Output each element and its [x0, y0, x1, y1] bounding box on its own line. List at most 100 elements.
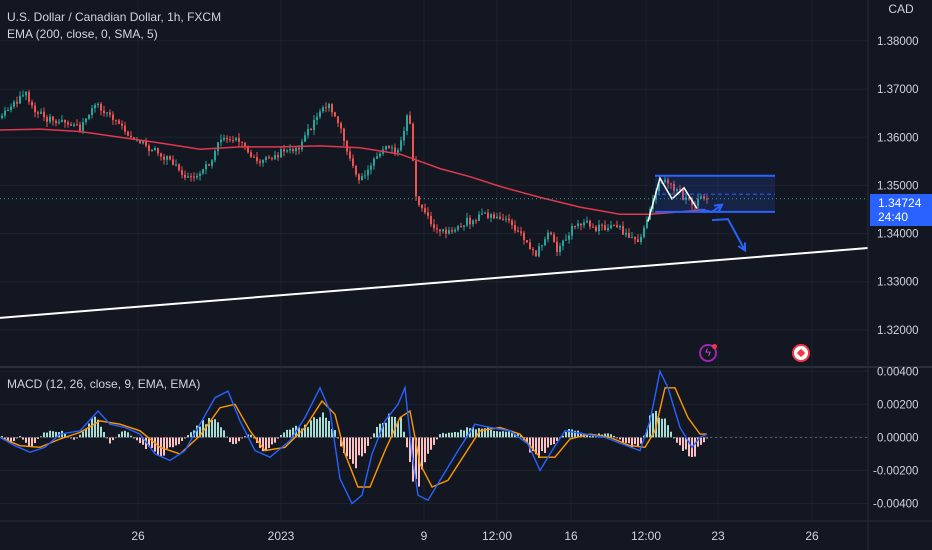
- histogram-bar: [265, 437, 267, 451]
- histogram-bar: [346, 437, 348, 457]
- histogram-bar: [442, 432, 444, 438]
- histogram-bar: [574, 430, 576, 438]
- candle-body: [73, 124, 75, 126]
- candle-body: [118, 120, 120, 124]
- histogram-bar: [205, 424, 207, 438]
- candle-body: [22, 95, 24, 97]
- histogram-bar: [235, 437, 237, 444]
- bar-countdown: 24:40: [878, 209, 909, 224]
- candle-body: [529, 242, 531, 250]
- candle-body: [88, 114, 90, 119]
- candle-body: [703, 196, 705, 199]
- candle-body: [181, 170, 183, 175]
- candle-body: [307, 128, 309, 136]
- candle-body: [31, 101, 33, 106]
- price-tick-label: 1.37000: [877, 84, 919, 96]
- candle-body: [484, 212, 486, 214]
- candle-body: [508, 218, 510, 221]
- symbol-legend[interactable]: U.S. Dollar / Canadian Dollar, 1h, FXCM: [7, 10, 222, 24]
- histogram-bar: [112, 437, 114, 441]
- candle-body: [130, 135, 132, 138]
- candle-body: [28, 91, 30, 102]
- candle-body: [658, 183, 660, 192]
- histogram-bar: [181, 437, 183, 441]
- candle-body: [142, 140, 144, 144]
- candle-body: [121, 123, 123, 126]
- histogram-bar: [127, 432, 129, 438]
- candle-body: [487, 212, 489, 218]
- histogram-bar: [169, 437, 171, 448]
- candle-body: [526, 240, 528, 243]
- histogram-bar: [22, 437, 24, 440]
- candle-body: [7, 110, 9, 112]
- histogram-bar: [631, 437, 633, 448]
- candle-body: [148, 145, 150, 151]
- candle-body: [466, 217, 468, 226]
- time-tick-label: 12:00: [482, 529, 512, 543]
- canada-flag-icon[interactable]: [792, 344, 810, 362]
- histogram-bar: [148, 437, 150, 447]
- histogram-bar: [697, 437, 699, 447]
- candle-body: [262, 160, 264, 163]
- candle-body: [163, 156, 165, 160]
- histogram-bar: [238, 437, 240, 442]
- candle-body: [316, 116, 318, 120]
- histogram-bar: [451, 432, 453, 438]
- histogram-bar: [526, 437, 528, 444]
- last-price: 1.34724: [878, 195, 922, 210]
- candle-body: [673, 183, 675, 191]
- macd-tick-label: 0.00200: [877, 399, 919, 411]
- candle-body: [616, 225, 618, 228]
- histogram-bar: [31, 437, 33, 448]
- histogram-bar: [190, 432, 192, 438]
- candle-body: [37, 112, 39, 114]
- histogram-bar: [94, 416, 96, 438]
- candle-body: [634, 237, 636, 240]
- histogram-bar: [337, 437, 339, 439]
- histogram-bar: [370, 437, 372, 439]
- histogram-bar: [310, 420, 312, 438]
- histogram-bar: [433, 437, 435, 445]
- candle-body: [499, 216, 501, 219]
- pattern-drawings[interactable]: [647, 174, 775, 253]
- histogram-bar: [13, 437, 15, 442]
- histogram-bar: [196, 425, 198, 438]
- candle-body: [610, 225, 612, 229]
- candle-body: [457, 226, 459, 230]
- candle-body: [700, 196, 702, 199]
- candle-body: [376, 156, 378, 159]
- candle-body: [145, 140, 147, 146]
- last-price-tag: 1.34724 24:40: [870, 193, 932, 226]
- candle-body: [55, 120, 57, 124]
- candle-body: [43, 111, 45, 118]
- candle-body: [79, 124, 81, 131]
- candle-body: [490, 214, 492, 218]
- candle-body: [106, 112, 108, 114]
- histogram-bar: [403, 431, 405, 438]
- ema-legend[interactable]: EMA (200, close, 0, SMA, 5): [7, 27, 158, 41]
- histogram-bar: [445, 433, 447, 438]
- histogram-bar: [571, 429, 573, 438]
- candle-body: [598, 224, 600, 232]
- histogram-bar: [79, 434, 81, 438]
- flash-event-icon[interactable]: ϟ: [699, 344, 717, 362]
- histogram-bar: [46, 432, 48, 438]
- candle-body: [580, 223, 582, 226]
- candle-body: [256, 157, 258, 162]
- candle-body: [82, 122, 84, 131]
- candle-body: [403, 130, 405, 141]
- histogram-bar: [376, 426, 378, 438]
- histogram-bar: [313, 417, 315, 438]
- candle-body: [619, 226, 621, 228]
- histogram-bar: [652, 413, 654, 438]
- macd-legend[interactable]: MACD (12, 26, close, 9, EMA, EMA): [7, 377, 201, 391]
- candle-body: [46, 117, 48, 122]
- support-trendline[interactable]: [0, 247, 869, 319]
- candle-body: [562, 240, 564, 246]
- histogram-bar: [187, 435, 189, 438]
- axis-ticks: 1.38000 1.37000 1.36000 1.35000 1.34000 1.330…: [131, 36, 918, 543]
- histogram-bar: [385, 422, 387, 438]
- histogram-bar: [85, 429, 87, 438]
- candle-body: [25, 91, 27, 96]
